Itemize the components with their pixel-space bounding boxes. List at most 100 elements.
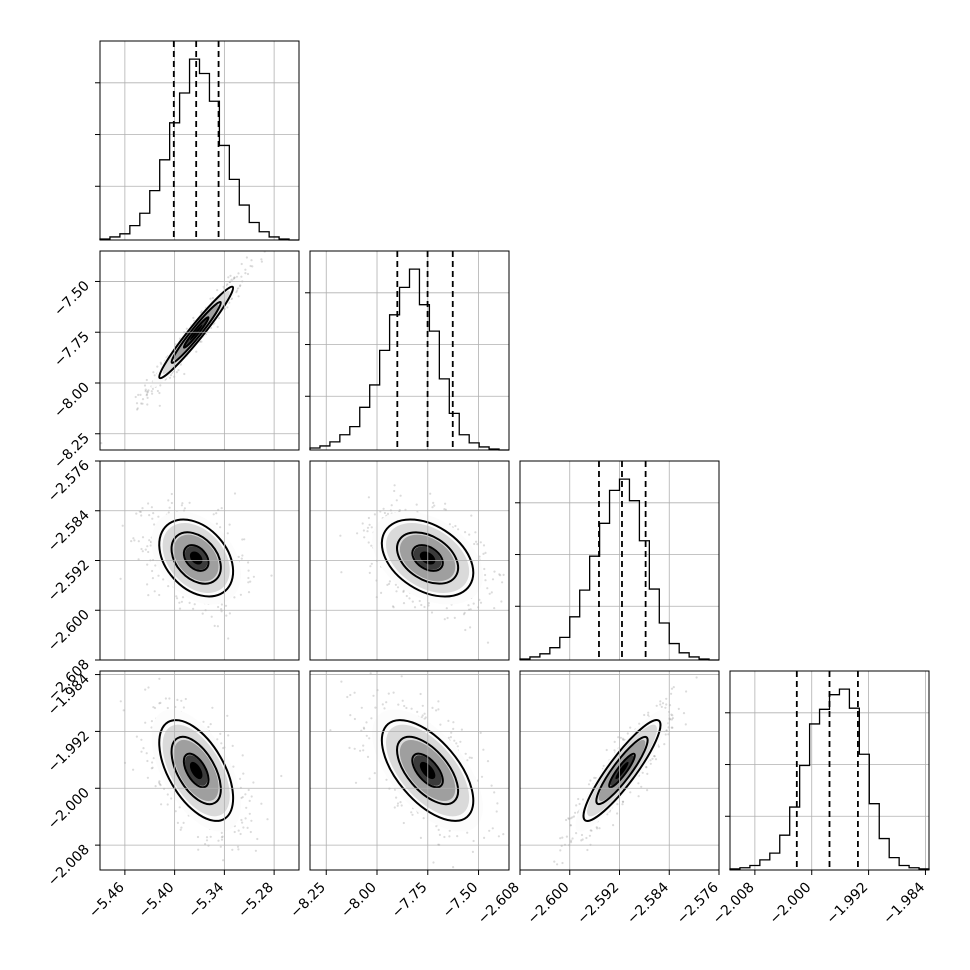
sample-point: [493, 570, 496, 573]
sample-point: [383, 511, 386, 515]
y-axis-2: −2.608−2.600−2.592−2.584−2.576: [45, 457, 100, 704]
sample-point: [391, 605, 395, 608]
panel-content: [100, 671, 299, 870]
contour-line: [396, 531, 460, 585]
sample-point: [260, 258, 263, 261]
sample-point: [245, 806, 248, 809]
sample-point: [443, 508, 446, 511]
sample-point: [151, 761, 154, 764]
sample-point: [670, 726, 673, 729]
sample-point: [233, 830, 236, 834]
sample-point: [393, 484, 396, 487]
sample-point: [219, 732, 222, 736]
sample-point: [201, 612, 204, 615]
sample-point: [356, 532, 359, 535]
sample-point: [446, 616, 449, 620]
sample-point: [340, 680, 343, 683]
sample-point: [280, 774, 283, 778]
panel-content: [520, 671, 719, 870]
sample-point: [148, 514, 151, 517]
sample-point: [248, 799, 251, 803]
contour-line: [380, 719, 475, 822]
sample-point: [435, 709, 438, 712]
sample-point: [147, 686, 150, 689]
sample-point: [392, 691, 395, 694]
sample-point: [482, 748, 485, 751]
sample-point: [433, 504, 436, 507]
sample-point: [484, 579, 487, 582]
sample-point: [362, 749, 365, 752]
scatter-panel-0-2: [99, 460, 300, 661]
sample-point: [195, 350, 198, 353]
sample-point: [168, 697, 171, 700]
sample-point: [499, 574, 502, 577]
sample-point: [456, 835, 459, 838]
sample-point: [396, 802, 400, 805]
sample-point: [468, 756, 471, 759]
sample-point: [363, 727, 366, 730]
sample-point: [354, 781, 358, 784]
sample-point: [252, 781, 255, 784]
sample-point: [153, 374, 156, 377]
sample-point: [254, 849, 257, 852]
sample-point: [404, 508, 407, 511]
sample-point: [370, 526, 373, 529]
scatter-panel-0-1: [99, 250, 300, 451]
sample-point: [240, 275, 243, 278]
sample-point: [369, 565, 372, 568]
sample-point: [606, 813, 609, 816]
sample-point: [151, 392, 154, 395]
sample-point: [220, 608, 223, 611]
sample-point: [151, 766, 154, 769]
sample-point: [178, 607, 182, 610]
sample-point: [170, 501, 173, 505]
sample-point: [437, 700, 440, 703]
sample-point: [370, 544, 373, 547]
sample-point: [167, 511, 170, 514]
sample-point: [587, 783, 591, 786]
sample-point: [626, 732, 629, 735]
sample-point: [146, 545, 149, 548]
sample-point: [390, 504, 393, 507]
sample-point: [665, 697, 668, 700]
sample-point: [419, 836, 422, 840]
sample-point: [491, 578, 495, 581]
contour-line: [411, 544, 444, 572]
sample-point: [661, 702, 665, 705]
sample-point: [153, 523, 156, 526]
sample-point: [368, 523, 371, 526]
sample-point: [245, 256, 248, 259]
x-tick-label: −7.75: [389, 880, 431, 922]
sample-point: [232, 277, 235, 280]
sample-point: [247, 569, 250, 572]
sample-point: [359, 749, 362, 752]
sample-point: [612, 824, 615, 827]
sample-point: [366, 526, 370, 529]
sample-point: [362, 744, 365, 747]
sample-point: [158, 404, 161, 407]
x-axis-3: −2.008 −2.000 −1.992 −1.984: [710, 870, 928, 927]
sample-point: [577, 797, 580, 801]
panel-frame: [309, 250, 510, 451]
contour-line: [170, 300, 222, 364]
sample-point: [655, 704, 658, 707]
sample-point: [237, 287, 240, 290]
sample-point: [217, 839, 220, 842]
sample-point: [151, 517, 154, 520]
panel-content: [100, 251, 299, 450]
sample-point: [382, 507, 385, 510]
sample-point: [160, 363, 163, 366]
sample-point: [237, 295, 240, 298]
sample-point: [570, 839, 573, 842]
sample-point: [146, 759, 149, 763]
x-tick-label: −2.592: [574, 880, 622, 928]
sample-point: [448, 829, 451, 832]
sample-point: [383, 707, 386, 710]
sample-point: [146, 583, 149, 586]
sample-point: [482, 544, 486, 547]
sample-point: [353, 717, 356, 721]
sample-point: [473, 542, 476, 546]
sample-point: [204, 843, 207, 846]
sample-point: [215, 522, 218, 525]
sample-point: [453, 616, 456, 620]
